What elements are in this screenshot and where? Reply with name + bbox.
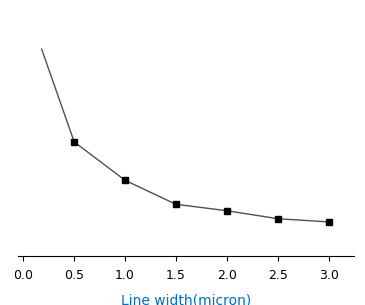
- X-axis label: Line width(micron): Line width(micron): [121, 293, 251, 305]
